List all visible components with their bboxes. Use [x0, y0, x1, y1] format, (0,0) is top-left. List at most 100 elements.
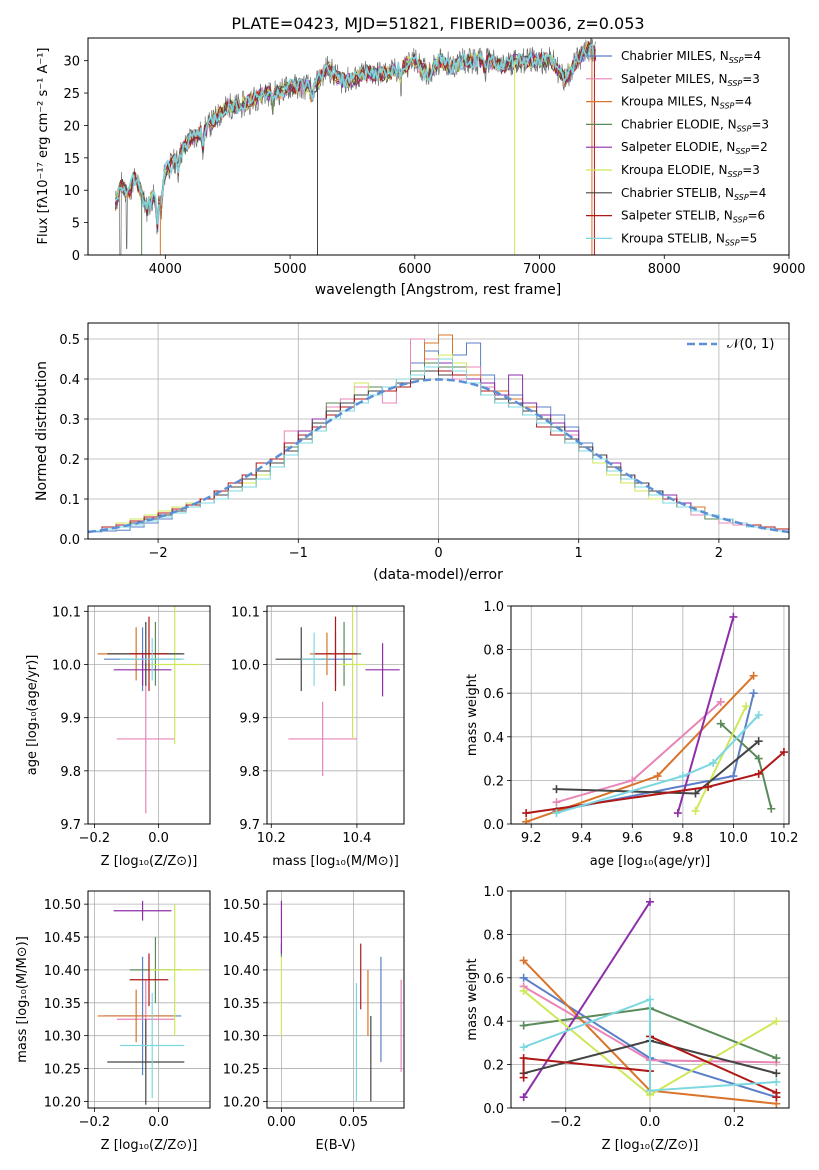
- y-tick-label: 10.50: [44, 898, 81, 913]
- panel-axes-frame: [266, 890, 405, 1109]
- x-axis-label: Z [log₁₀(Z/Z⊙)]: [101, 1138, 198, 1153]
- x-axis-label: age [log₁₀(age/yr)]: [590, 854, 711, 869]
- panel-data: [522, 612, 788, 824]
- x-tick-label: 0.00: [267, 1115, 296, 1130]
- mass-vs-extinction-panel: 0.00 0.05 10.20 10.25 10.30 10.35 10.40 10.45 10…: [223, 890, 405, 1153]
- x-tick-label: 8000: [648, 262, 681, 277]
- y-tick-label: 10.30: [223, 1030, 260, 1045]
- x-tick-label: 0.0: [148, 1115, 169, 1130]
- y-tick-label: 0.6: [483, 687, 504, 702]
- legend-label-chabrier-elodie: Chabrier ELODIE, NSSP=3: [621, 117, 769, 133]
- weight-line-kroupa-elodie: [694, 705, 747, 812]
- y-tick-label: 10.35: [223, 997, 260, 1012]
- y-tick-label: 10.45: [44, 931, 81, 946]
- x-tick-label: 9.2: [521, 831, 542, 846]
- x-tick-label: 10.2: [257, 831, 286, 846]
- y-tick-label: 10.40: [44, 964, 81, 979]
- y-tick-label: 0.0: [59, 533, 80, 548]
- y-tick-label: 25: [63, 87, 80, 102]
- y-tick-label: 1.0: [483, 885, 504, 900]
- spectrum-plot-area: [114, 38, 597, 255]
- weight-marker-chabrier-miles: [749, 689, 758, 698]
- panel-data: [519, 897, 781, 1108]
- weight-marker-kroupa-elodie: [772, 1017, 781, 1026]
- y-tick-label: 10.40: [223, 964, 260, 979]
- weight-marker-chabrier-elodie: [772, 1054, 781, 1063]
- weight-marker-salpeter-miles: [716, 697, 725, 706]
- weight-marker-chabrier-stelib: [754, 737, 763, 746]
- residual-x-axis-label: (data-model)/error: [373, 567, 503, 583]
- y-tick-label: 10.1: [52, 605, 81, 620]
- observed-spectrum-line: [115, 38, 596, 255]
- weight-marker-chabrier-elodie: [716, 719, 725, 728]
- y-tick-label: 0.0: [483, 1102, 504, 1117]
- y-axis-label: mass weight: [465, 958, 480, 1040]
- weight-marker-salpeter-elodie: [673, 809, 682, 818]
- x-tick-label: 9000: [772, 262, 805, 277]
- model-fit-chabrier-stelib: [114, 42, 597, 219]
- weight-marker-salpeter-stelib: [522, 809, 531, 818]
- y-tick-label: 0.2: [483, 774, 504, 789]
- weight-marker-chabrier-stelib: [772, 1069, 781, 1078]
- x-tick-label: 2: [715, 546, 723, 561]
- y-tick-label: 9.7: [239, 818, 260, 833]
- age-vs-metallicity-panel: −0.2 0.0 9.7 9.8 9.9 10.0 10.1 Z [log₁₀(Z/Z⊙)] a…: [25, 605, 211, 869]
- weight-marker-chabrier-elodie: [767, 804, 776, 813]
- legend-label-chabrier-miles: Chabrier MILES, NSSP=4: [621, 49, 761, 65]
- y-tick-label: 10.20: [223, 1095, 260, 1110]
- y-tick-label: 0.8: [483, 644, 504, 659]
- x-tick-label: 0: [434, 546, 442, 561]
- weight-marker-salpeter-stelib: [519, 1054, 528, 1063]
- y-tick-label: 10.20: [44, 1095, 81, 1110]
- y-tick-label: 10.30: [44, 1030, 81, 1045]
- spectrum-ticks: 4000 5000 6000 7000 8000 9000 0 5 10 15 20 25 30: [63, 55, 805, 277]
- weight-marker-chabrier-elodie: [519, 1021, 528, 1030]
- weight-marker-kroupa-stelib: [519, 1043, 528, 1052]
- y-axis-label: age [log₁₀(age/yr)]: [25, 655, 40, 776]
- weight-vs-age-panel: 9.2 9.4 9.6 9.8 10.0 10.2 0.0 0.2 0.4 0.6 0.8 1.0 ag…: [465, 600, 798, 869]
- weight-marker-salpeter-stelib: [704, 782, 713, 791]
- weight-marker-kroupa-elodie: [519, 986, 528, 995]
- residual-panel: −2 −1 0 1 2 0.0 0.1 0.2 0.3 0.4 0.5 (data-model)/e…: [34, 322, 790, 583]
- weight-marker-kroupa-stelib: [772, 1077, 781, 1086]
- x-tick-label: 10.4: [342, 831, 371, 846]
- y-tick-label: 9.9: [60, 712, 81, 727]
- y-tick-label: 10: [63, 184, 80, 199]
- y-tick-label: 9.8: [60, 765, 81, 780]
- x-tick-label: 9.4: [571, 831, 592, 846]
- spectrum-legend: Chabrier MILES, NSSP=4 Salpeter MILES, NS…: [586, 49, 769, 247]
- x-tick-label: −0.2: [79, 831, 111, 846]
- x-axis-label: E(B-V): [315, 1138, 355, 1153]
- y-tick-label: 10.50: [223, 898, 260, 913]
- spectrum-axes-frame: [87, 37, 790, 256]
- y-tick-label: 0.4: [483, 1015, 504, 1030]
- legend-label-kroupa-miles: Kroupa MILES, NSSP=4: [621, 95, 752, 111]
- weight-marker-kroupa-miles: [519, 956, 528, 965]
- y-tick-label: 15: [63, 152, 80, 167]
- y-tick-label: 10.45: [223, 931, 260, 946]
- legend-label-kroupa-stelib: Kroupa STELIB, NSSP=5: [621, 231, 757, 247]
- x-tick-label: 1: [575, 546, 583, 561]
- y-axis-label: mass [log₁₀(M/M⊙)]: [15, 936, 30, 1063]
- weight-marker-kroupa-stelib: [709, 758, 718, 767]
- weight-marker-salpeter-elodie: [519, 1093, 528, 1102]
- x-tick-label: 0.2: [724, 1115, 745, 1130]
- spectrum-panel: PLATE=0423, MJD=51821, FIBERID=0036, z=0…: [36, 14, 806, 298]
- weight-line-chabrier-stelib: [556, 740, 760, 795]
- y-tick-label: 10.25: [44, 1063, 81, 1078]
- x-tick-label: 10.2: [769, 831, 798, 846]
- weight-marker-chabrier-elodie: [754, 754, 763, 763]
- weight-marker-salpeter-elodie: [729, 612, 738, 621]
- x-tick-label: 0.0: [148, 831, 169, 846]
- model-fit-kroupa-stelib: [114, 42, 597, 225]
- normal-legend-label: 𝒩(0, 1): [727, 337, 774, 352]
- chart-title: PLATE=0423, MJD=51821, FIBERID=0036, z=0…: [231, 14, 644, 33]
- weight-marker-kroupa-stelib: [646, 1086, 654, 1095]
- residual-y-axis-label: Normed distribution: [34, 361, 50, 501]
- spectrum-lines: [114, 38, 597, 255]
- y-tick-label: 0.2: [59, 453, 80, 468]
- legend-label-salpeter-stelib: Salpeter STELIB, NSSP=6: [621, 209, 765, 225]
- weight-line-kroupa-miles: [525, 675, 755, 823]
- legend-label-salpeter-elodie: Salpeter ELODIE, NSSP=2: [621, 140, 768, 156]
